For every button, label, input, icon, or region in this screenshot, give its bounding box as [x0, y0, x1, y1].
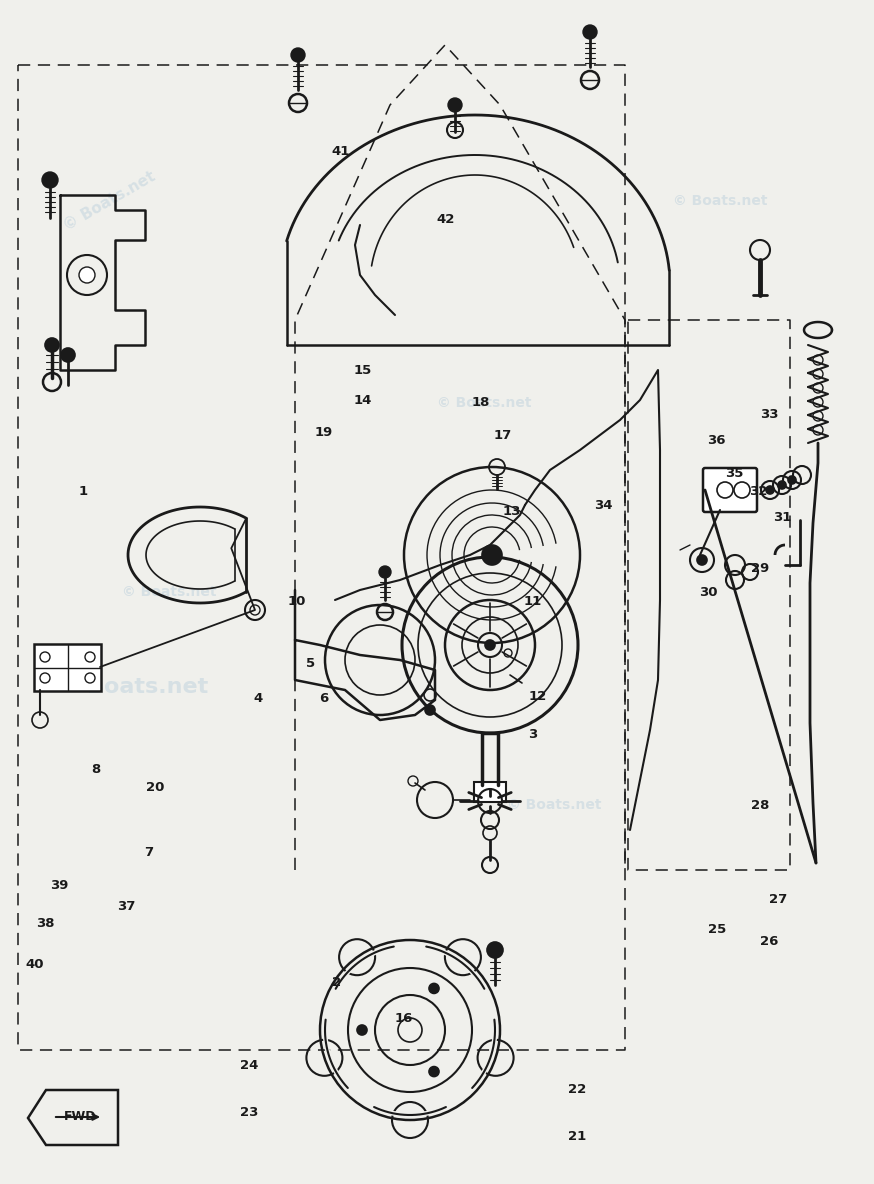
Text: 40: 40	[25, 959, 45, 971]
Text: 3: 3	[529, 728, 538, 740]
Text: 1: 1	[79, 485, 87, 497]
Text: 26: 26	[760, 935, 779, 947]
Text: © Boats.net: © Boats.net	[61, 169, 158, 233]
Text: 35: 35	[725, 468, 744, 480]
Circle shape	[778, 481, 786, 489]
Text: 36: 36	[707, 435, 726, 446]
Text: 15: 15	[354, 365, 371, 377]
Text: 20: 20	[146, 781, 165, 793]
Text: FWD: FWD	[64, 1111, 96, 1124]
Circle shape	[45, 337, 59, 352]
FancyBboxPatch shape	[474, 781, 506, 802]
Text: 24: 24	[239, 1060, 259, 1072]
Circle shape	[485, 641, 495, 650]
Circle shape	[697, 555, 707, 565]
Text: 2: 2	[332, 977, 341, 989]
Text: 38: 38	[36, 918, 55, 929]
Text: Boats.net: Boats.net	[87, 677, 209, 696]
Text: 8: 8	[92, 764, 101, 776]
Text: 12: 12	[529, 690, 546, 702]
Text: 33: 33	[760, 408, 779, 420]
Text: 16: 16	[394, 1012, 413, 1024]
Circle shape	[61, 348, 75, 362]
Text: © Boats.net: © Boats.net	[122, 585, 217, 599]
Text: 18: 18	[471, 397, 490, 408]
Circle shape	[448, 98, 462, 112]
Text: 4: 4	[253, 693, 262, 704]
Text: © Boats.net: © Boats.net	[673, 194, 767, 208]
Circle shape	[379, 566, 391, 578]
Text: 6: 6	[319, 693, 328, 704]
Text: 11: 11	[524, 596, 542, 607]
Circle shape	[42, 172, 58, 188]
Text: 32: 32	[749, 485, 768, 497]
Circle shape	[766, 485, 774, 494]
Circle shape	[482, 545, 502, 565]
Text: 14: 14	[353, 394, 372, 406]
Text: 39: 39	[50, 880, 69, 892]
Text: 34: 34	[593, 500, 613, 511]
Circle shape	[788, 476, 796, 484]
Text: 7: 7	[144, 847, 153, 858]
Circle shape	[357, 1025, 367, 1035]
Text: 21: 21	[568, 1131, 586, 1143]
Text: 23: 23	[239, 1107, 259, 1119]
Text: 41: 41	[331, 146, 350, 157]
Circle shape	[425, 704, 435, 715]
Text: 10: 10	[288, 596, 307, 607]
Circle shape	[429, 984, 439, 993]
Text: 31: 31	[773, 511, 792, 523]
Circle shape	[79, 268, 95, 283]
Text: 28: 28	[751, 799, 770, 811]
Text: 13: 13	[502, 506, 521, 517]
Circle shape	[429, 1067, 439, 1076]
Circle shape	[487, 942, 503, 958]
Text: 22: 22	[568, 1083, 586, 1095]
Text: 30: 30	[698, 586, 718, 598]
Text: © Boats.net: © Boats.net	[507, 798, 601, 812]
Text: 29: 29	[752, 562, 769, 574]
Text: 37: 37	[117, 901, 136, 913]
Text: © Boats.net: © Boats.net	[437, 395, 531, 410]
Text: 27: 27	[769, 894, 787, 906]
Text: 25: 25	[708, 924, 725, 935]
Text: 17: 17	[494, 430, 511, 442]
Text: 42: 42	[436, 213, 455, 225]
Circle shape	[291, 49, 305, 62]
Text: 19: 19	[315, 426, 332, 438]
Text: 5: 5	[306, 657, 315, 669]
FancyBboxPatch shape	[34, 644, 101, 691]
FancyBboxPatch shape	[703, 468, 757, 511]
Circle shape	[583, 25, 597, 39]
